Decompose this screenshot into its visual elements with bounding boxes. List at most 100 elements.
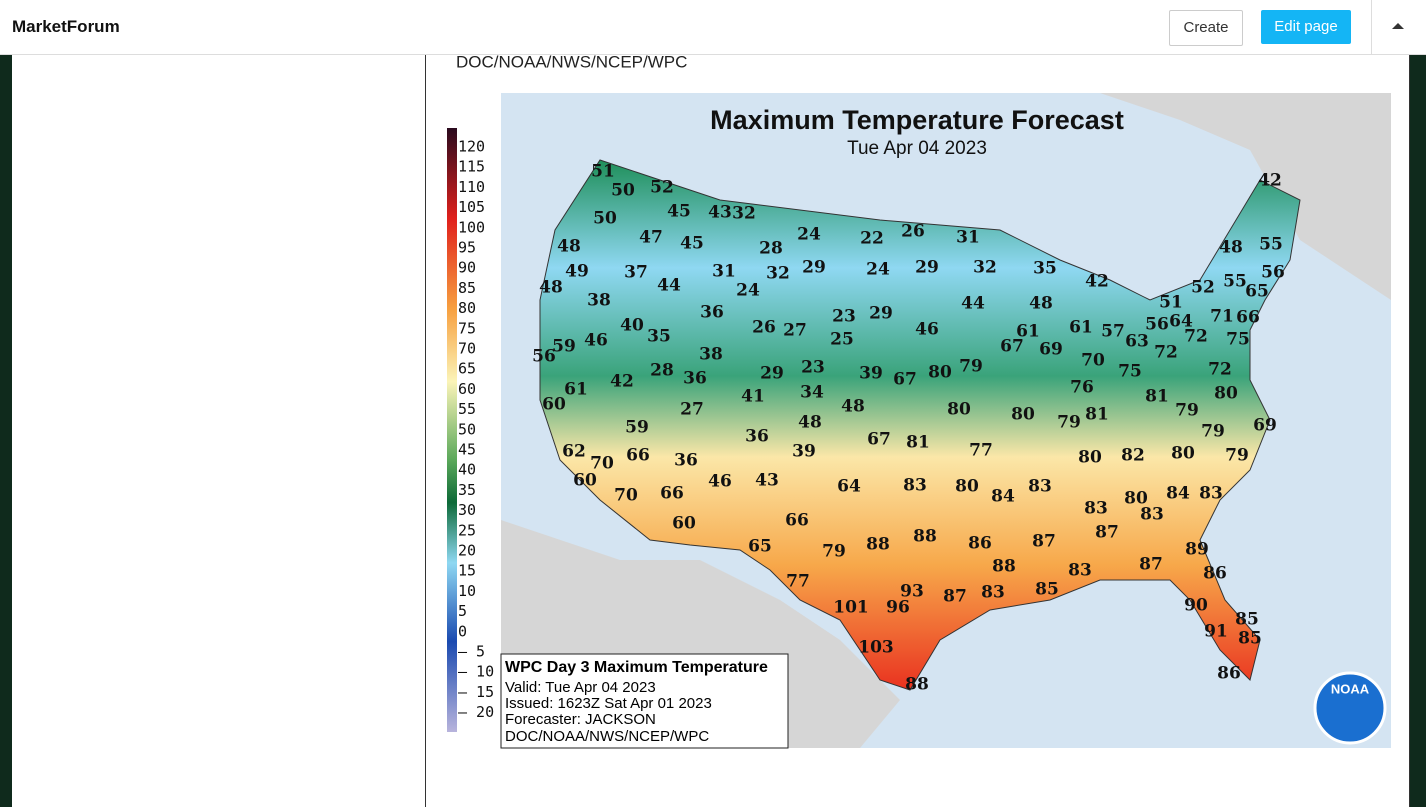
temperature-label: 29	[802, 258, 826, 278]
temperature-label: 52	[650, 178, 674, 198]
temperature-label: 56	[1145, 315, 1169, 335]
edit-button[interactable]: Edit page	[1261, 10, 1351, 44]
temperature-label: 24	[736, 281, 760, 301]
temperature-label: 36	[700, 303, 724, 323]
temperature-label: 24	[797, 225, 821, 245]
temperature-label: 52	[1191, 278, 1215, 298]
temperature-label: 48	[557, 237, 581, 257]
temperature-label: 36	[674, 451, 698, 471]
temperature-label: 42	[610, 372, 634, 392]
temperature-label: 91	[1204, 622, 1228, 642]
temperature-label: 29	[869, 304, 893, 324]
temperature-label: 70	[1081, 351, 1105, 371]
legend-tick: – 20	[458, 703, 494, 721]
temperature-label: 24	[866, 260, 890, 280]
temperature-label: 23	[832, 307, 856, 327]
temperature-label: 39	[792, 442, 816, 462]
temperature-label: 86	[1203, 564, 1227, 584]
temperature-label: 83	[903, 476, 927, 496]
legend-tick: 85	[458, 279, 476, 297]
temperature-label: 44	[657, 276, 681, 296]
legend-colorbar	[447, 128, 457, 732]
temperature-label: 51	[1159, 293, 1183, 313]
temperature-label: 64	[1169, 312, 1193, 332]
temperature-label: 79	[1225, 446, 1249, 466]
info-forecaster: Forecaster: JACKSON	[505, 711, 656, 728]
temperature-label: 63	[1125, 332, 1149, 352]
temperature-label: 56	[532, 347, 556, 367]
temperature-label: 88	[905, 675, 929, 695]
temperature-label: 42	[1085, 272, 1109, 292]
map-date: Tue Apr 04 2023	[847, 138, 987, 159]
temperature-label: 87	[1032, 532, 1056, 552]
legend-tick: 110	[458, 178, 485, 196]
temperature-label: 50	[611, 181, 635, 201]
temperature-label: 79	[1201, 422, 1225, 442]
temperature-label: 36	[683, 369, 707, 389]
temperature-label: 26	[901, 222, 925, 242]
temperature-label: 35	[647, 327, 671, 347]
temperature-label: 61	[1069, 318, 1093, 338]
temperature-label: 64	[837, 477, 861, 497]
temperature-label: 48	[798, 413, 822, 433]
temperature-label: 72	[1208, 360, 1232, 380]
temperature-label: 59	[625, 418, 649, 438]
legend-tick: 45	[458, 441, 476, 459]
temperature-label: 79	[1175, 401, 1199, 421]
legend-tick: 10	[458, 582, 476, 600]
temperature-label: 55	[1259, 235, 1283, 255]
info-valid: Valid: Tue Apr 04 2023	[505, 679, 656, 696]
info-heading: WPC Day 3 Maximum Temperature	[505, 659, 768, 676]
temperature-label: 80	[1124, 489, 1148, 509]
temperature-label: 40	[620, 316, 644, 336]
site-name[interactable]: MarketForum	[12, 17, 120, 36]
legend-tick: 90	[458, 259, 476, 277]
temperature-label: 50	[593, 209, 617, 229]
temperature-label: 61	[564, 380, 588, 400]
temperature-label: 87	[943, 587, 967, 607]
temperature-label: 38	[699, 345, 723, 365]
temperature-label: 46	[584, 331, 608, 351]
temperature-label: 27	[680, 400, 704, 420]
temperature-label: 86	[1217, 664, 1241, 684]
legend-tick: 75	[458, 319, 476, 337]
temperature-label: 32	[973, 258, 997, 278]
temperature-label: 62	[562, 442, 586, 462]
legend-tick: 60	[458, 380, 476, 398]
temperature-label: 67	[1000, 337, 1024, 357]
temperature-label: 85	[1035, 580, 1059, 600]
legend-tick: 120	[458, 138, 485, 156]
temperature-label: 80	[928, 363, 952, 383]
info-box	[500, 653, 789, 749]
temperature-label: 66	[785, 511, 809, 531]
header: MarketForum Create Edit page	[0, 0, 1426, 55]
map-title: Maximum Temperature Forecast	[710, 105, 1124, 135]
temperature-label: 28	[759, 239, 783, 259]
temperature-label: 81	[1085, 405, 1109, 425]
temperature-label: 27	[783, 321, 807, 341]
land-outside	[501, 93, 1391, 748]
temperature-label: 75	[1118, 362, 1142, 382]
source-line: DOC/NOAA/NWS/NCEP/WPC	[456, 52, 687, 71]
temperature-label: 36	[745, 427, 769, 447]
temperature-label: 31	[956, 228, 980, 248]
temperature-label: 66	[660, 484, 684, 504]
legend-tick: – 5	[458, 643, 485, 661]
temperature-label: 69	[1253, 416, 1277, 436]
create-button[interactable]: Create	[1169, 10, 1243, 46]
temperature-label: 22	[860, 229, 884, 249]
temperature-label: 23	[801, 358, 825, 378]
temperature-label: 79	[822, 542, 846, 562]
temperature-label: 43	[755, 471, 779, 491]
temperature-label: 69	[1039, 340, 1063, 360]
temperature-label: 86	[968, 534, 992, 554]
temperature-label: 93	[900, 582, 924, 602]
collapse-toggle[interactable]	[1390, 20, 1406, 32]
temperature-label: 31	[712, 262, 736, 282]
temperature-label: 32	[732, 204, 756, 224]
legend-tick: 15	[458, 562, 476, 580]
legend-tick: 30	[458, 501, 476, 519]
legend-tick: – 15	[458, 683, 494, 701]
